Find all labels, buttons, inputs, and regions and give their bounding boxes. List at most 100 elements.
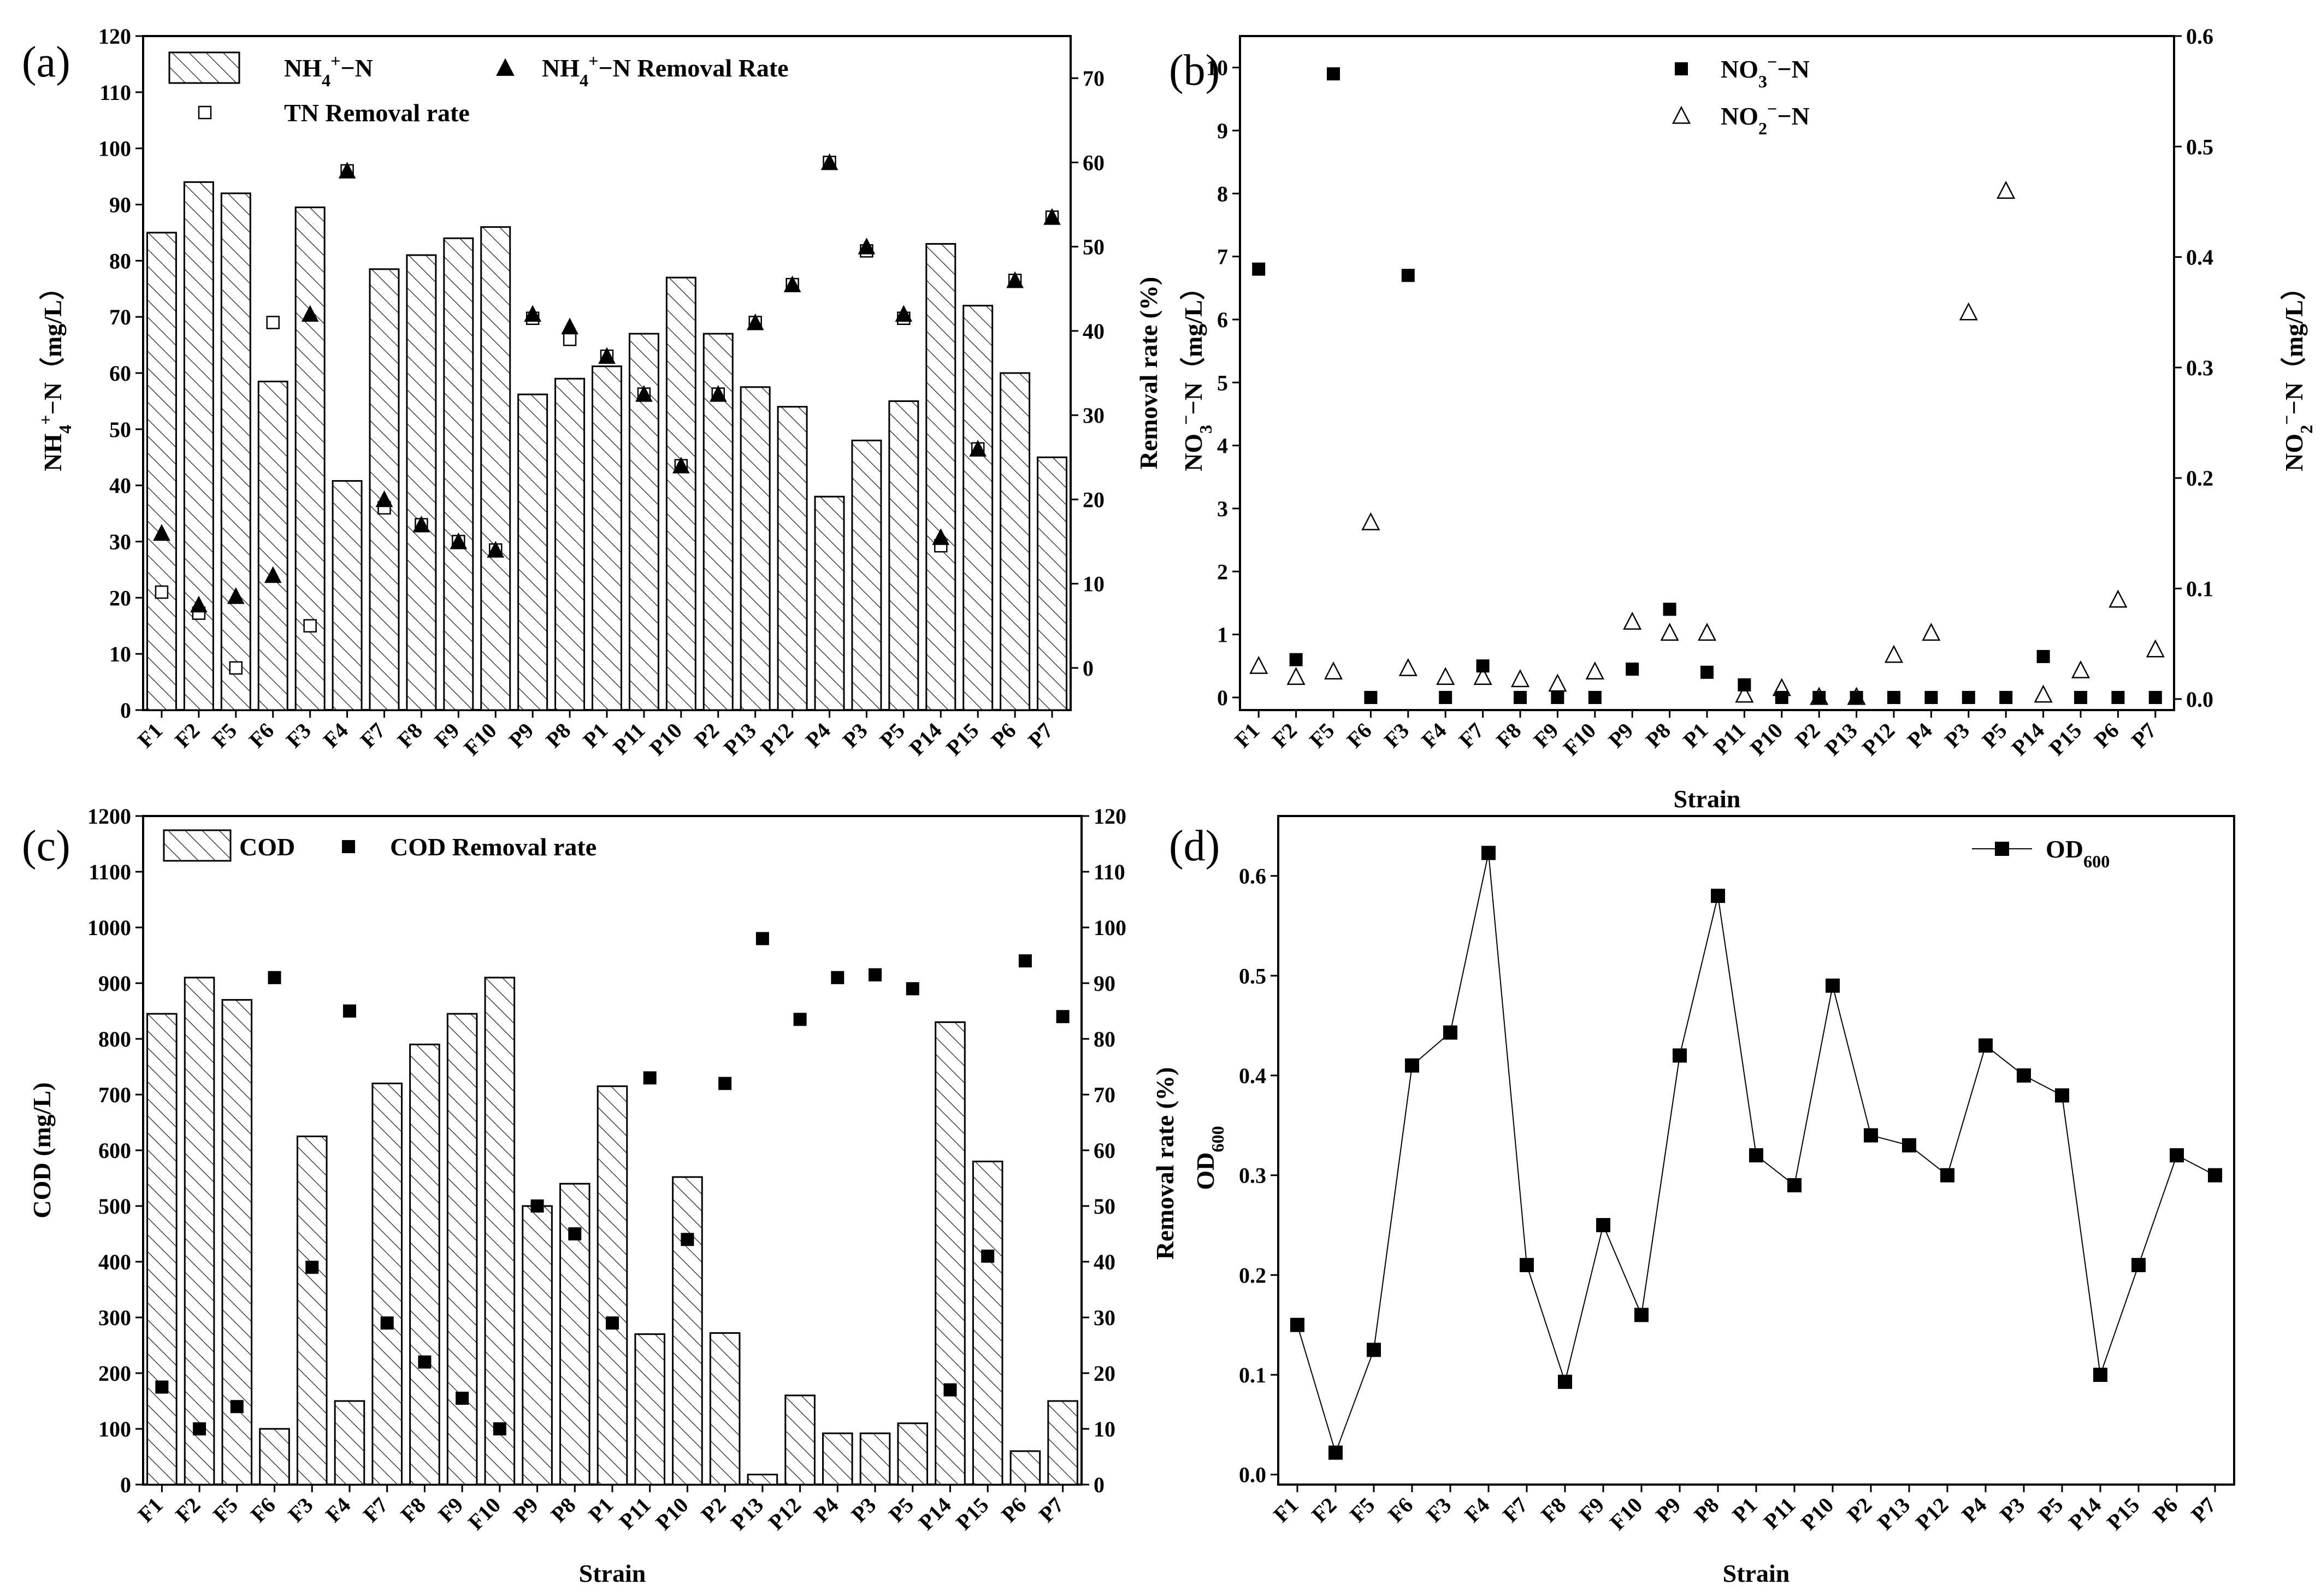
y-tick-label: 0.5	[1239, 963, 1266, 988]
no2-point	[1510, 669, 1530, 688]
no3-point	[1924, 690, 1938, 704]
tn-removal-point	[266, 316, 280, 329]
y-tick-label: 4	[1217, 434, 1228, 458]
od600-point	[1481, 846, 1496, 860]
nh4-removal-point	[227, 587, 245, 604]
cod-removal-point	[568, 1227, 582, 1240]
y-tick-label: 40	[109, 474, 131, 498]
no3-point	[1850, 690, 1863, 704]
cod-bar	[935, 1021, 966, 1486]
od600-point	[1673, 1048, 1687, 1063]
nh4-bar	[592, 365, 622, 711]
y-tick-label: 100	[98, 1417, 131, 1441]
no3-point	[1401, 269, 1415, 282]
y2-tick-label: 70	[1094, 1083, 1115, 1107]
od600-point	[2017, 1068, 2031, 1083]
y2-tick-label: 20	[1083, 487, 1105, 512]
tn-removal-point	[155, 585, 169, 599]
y-tick-label: 0.2	[1239, 1263, 1266, 1287]
no2-point	[1473, 667, 1492, 685]
y2-tick-label: 0.2	[2186, 466, 2213, 490]
y-axis-title-2: OD600	[1191, 1126, 1227, 1190]
nh4-bar	[369, 268, 400, 711]
cod-removal-point	[193, 1422, 206, 1435]
no3-point	[1775, 690, 1788, 704]
nh4-removal-point	[1006, 271, 1024, 288]
nh4-bar	[257, 380, 288, 711]
cod-removal-point	[606, 1316, 619, 1330]
od600-point	[1520, 1258, 1534, 1273]
nh4-removal-point	[338, 162, 356, 179]
cod-removal-point	[1018, 954, 1032, 968]
cod-bar	[709, 1332, 741, 1486]
no2-point	[1884, 645, 1904, 663]
nh4-bar	[480, 226, 511, 711]
y2-tick-label: 40	[1083, 319, 1105, 344]
no2-point	[1249, 655, 1268, 674]
nh4-removal-point	[264, 566, 282, 583]
cod-bar	[409, 1043, 440, 1486]
nh4-bar	[146, 232, 177, 711]
y-tick-label: 8	[1217, 181, 1228, 206]
legend-bar-swatch	[163, 829, 232, 862]
y2-tick-label: 60	[1094, 1138, 1115, 1163]
legend-cod-removal: COD Removal rate	[390, 833, 597, 861]
nh4-bar	[1037, 456, 1068, 711]
y-tick-label: 120	[98, 24, 131, 49]
cod-bar	[897, 1422, 929, 1486]
no3-point	[2074, 690, 2087, 704]
y-tick-label: 900	[98, 971, 131, 996]
nh4-bar	[925, 243, 956, 711]
nh4-removal-point	[598, 347, 616, 364]
nh4-removal-point	[783, 275, 801, 293]
od600-point	[2208, 1168, 2222, 1183]
y-tick-label: 6	[1217, 308, 1228, 332]
x-axis-title: Strain	[1674, 785, 1741, 813]
y2-tick-label: 0.6	[2186, 24, 2213, 49]
no2-point	[1959, 302, 1978, 321]
no2-point	[1735, 684, 1754, 703]
no2-point	[2146, 639, 2165, 658]
y-axis-title: NO3−−N（mg/L）	[1176, 275, 1215, 471]
no3-point	[2036, 649, 2050, 663]
legend-no2: NO2−−N	[1721, 99, 1810, 138]
cod-removal-point	[869, 968, 882, 982]
x-axis-title: Strain	[579, 1559, 646, 1587]
nh4-bar	[332, 480, 363, 711]
nh4-bar	[183, 181, 214, 711]
legend-nh4: NH4+−N	[284, 51, 373, 90]
cod-removal-point	[718, 1077, 732, 1090]
no2-point	[2109, 589, 2128, 608]
od600-point	[1634, 1308, 1649, 1322]
cod-bar	[634, 1333, 666, 1486]
panel-letter-c: (c)	[22, 822, 70, 870]
y-tick-label: 0	[1217, 685, 1228, 710]
legend-square	[1675, 62, 1688, 75]
no3-point	[2111, 690, 2125, 704]
cod-removal-point	[906, 982, 919, 996]
y2-tick-label: 0.0	[2186, 687, 2213, 712]
y-tick-label: 9	[1217, 119, 1228, 143]
nh4-bar	[554, 377, 586, 711]
od600-point	[1864, 1128, 1878, 1143]
cod-removal-point	[831, 971, 844, 984]
nh4-bar	[1000, 372, 1031, 711]
nh4-bar	[406, 254, 437, 711]
x-axis-title: Strain	[1723, 1559, 1790, 1587]
y2-tick-label: 10	[1083, 572, 1105, 596]
y-tick-label: 1200	[87, 804, 131, 829]
cod-removal-point	[643, 1071, 657, 1085]
y-tick-label: 30	[109, 530, 131, 554]
legend-square	[342, 840, 355, 853]
cod-bar	[334, 1400, 365, 1486]
y-tick-label: 0.3	[1239, 1163, 1266, 1188]
od600-point	[1749, 1148, 1763, 1163]
no2-point	[1324, 661, 1343, 679]
y-tick-label: 0	[120, 698, 131, 723]
cod-removal-point	[493, 1422, 506, 1435]
od600-point	[1826, 978, 1840, 993]
legend: OD600	[1972, 835, 2110, 871]
cod-removal-point	[155, 1380, 169, 1394]
y-tick-label: 600	[98, 1138, 131, 1163]
